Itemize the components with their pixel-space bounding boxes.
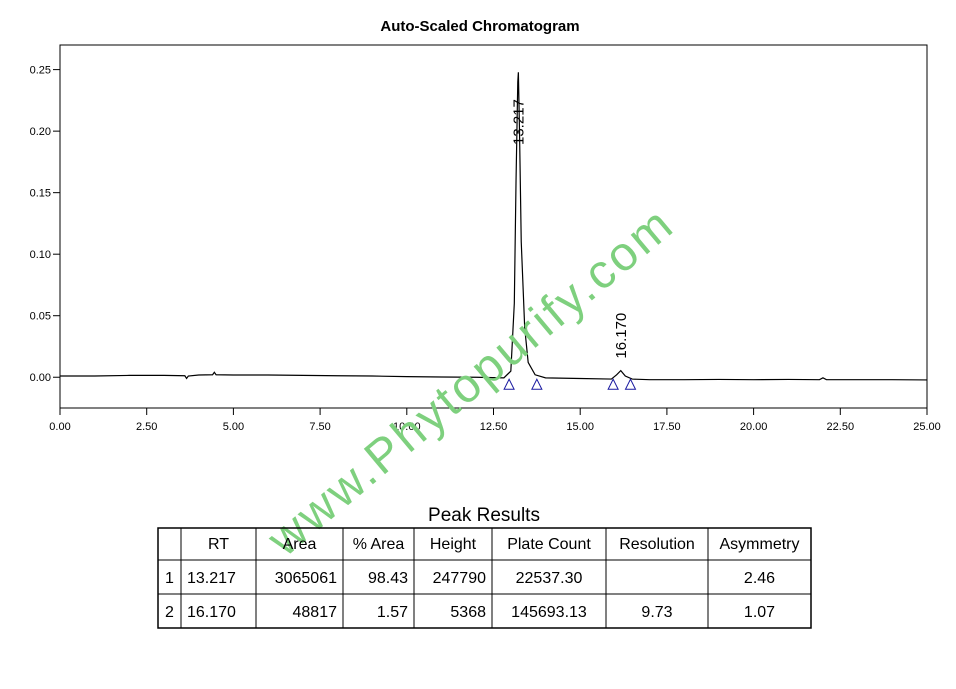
- column-header: Resolution: [619, 536, 695, 553]
- peak-label: 13.217: [510, 99, 527, 145]
- column-header: Area: [283, 536, 317, 553]
- column-header: Height: [430, 536, 477, 553]
- y-tick-label: 0.05: [30, 311, 51, 323]
- table-cell: 98.43: [368, 570, 408, 587]
- table-cell: 1.57: [377, 604, 408, 621]
- y-tick-label: 0.00: [30, 372, 51, 384]
- table-cell: 2.46: [744, 570, 775, 587]
- table-frame: [157, 527, 812, 629]
- column-header: Plate Count: [507, 536, 591, 553]
- x-tick-label: 20.00: [740, 421, 768, 433]
- table-cell: 1.07: [744, 604, 775, 621]
- table-cell: 22537.30: [516, 570, 583, 587]
- y-tick-label: 0.25: [30, 65, 51, 77]
- x-tick-label: 22.50: [827, 421, 855, 433]
- peak-table: RT Area % Area Height Plate Count Resolution A…: [157, 527, 812, 629]
- x-tick-label: 10.00: [393, 421, 421, 433]
- table-cell: 247790: [433, 570, 486, 587]
- x-tick-label: 17.50: [653, 421, 681, 433]
- table-cell: 1: [165, 570, 174, 587]
- x-tick-label: 7.50: [309, 421, 330, 433]
- chart-title: Auto-Scaled Chromatogram: [380, 18, 579, 35]
- trace: [60, 72, 928, 381]
- y-tick-label: 0.20: [30, 126, 51, 138]
- peak-marker: [503, 378, 515, 390]
- table-cell: 3065061: [275, 570, 337, 587]
- table-cell: 2: [165, 604, 174, 621]
- table-cell: 145693.13: [511, 604, 587, 621]
- table-cell: 48817: [293, 604, 338, 621]
- column-header: RT: [208, 536, 229, 553]
- y-tick-label: 0.10: [30, 249, 51, 261]
- peak-label: 16.170: [613, 313, 630, 359]
- table-cell: 13.217: [187, 570, 236, 587]
- table-title: Peak Results: [428, 505, 540, 526]
- peak-marker: [607, 378, 619, 390]
- peak-marker: [624, 378, 637, 390]
- x-tick-label: 2.50: [136, 421, 157, 433]
- column-header: % Area: [353, 536, 405, 553]
- x-tick-label: 5.00: [223, 421, 244, 433]
- table-cell: 9.73: [641, 604, 672, 621]
- x-tick-label: 25.00: [913, 421, 941, 433]
- y-tick-label: 0.15: [30, 188, 51, 200]
- x-tick-label: 15.00: [566, 421, 594, 433]
- x-tick-label: 12.50: [480, 421, 508, 433]
- column-header: Asymmetry: [720, 536, 800, 553]
- table-cell: 16.170: [187, 604, 236, 621]
- x-tick-label: 0.00: [49, 421, 70, 433]
- peak-marker: [531, 378, 543, 390]
- table-cell: 5368: [450, 604, 486, 621]
